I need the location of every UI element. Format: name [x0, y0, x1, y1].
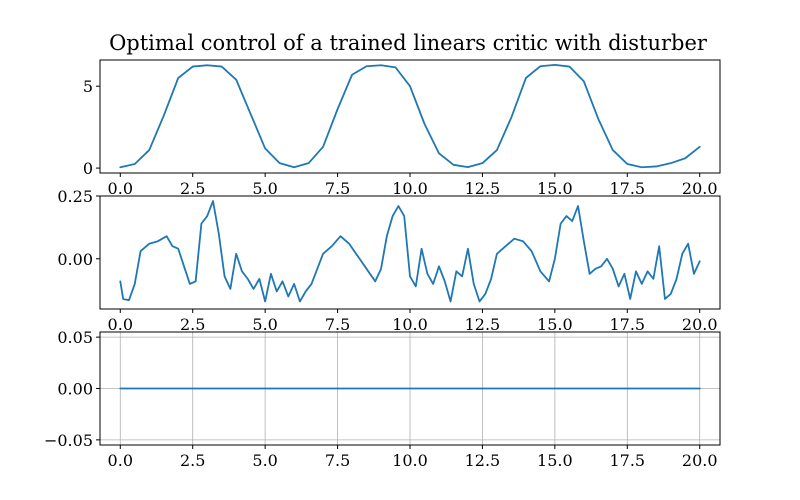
x-tick-label: 0.0 [108, 451, 133, 470]
x-tick-label: 2.5 [180, 315, 205, 334]
subplot-1: 0.0 2.5 5.0 7.5 10.0 12.5 15.0 17.5 20.0 0 5 [83, 59, 721, 198]
x-tick-label: 15.0 [537, 451, 573, 470]
subplot-3: 0.0 2.5 5.0 7.5 10.0 12.5 15.0 17.5 20.0 0.05 0.00… [44, 328, 721, 470]
axes-frame [99, 195, 721, 310]
x-tick-label: 20.0 [682, 451, 718, 470]
x-tick-label: 10.0 [392, 315, 428, 334]
x-tick-label: 12.5 [465, 451, 501, 470]
y-tick-label: 0.00 [57, 250, 93, 269]
x-tick-label: 17.5 [609, 451, 645, 470]
x-tick-label: 0.0 [108, 315, 133, 334]
x-tick-label: 20.0 [682, 315, 718, 334]
y-tick-label: −0.05 [44, 431, 93, 450]
x-tick-label: 0.0 [108, 179, 133, 198]
axes-frame [99, 59, 721, 174]
y-tick-label: 0 [83, 159, 93, 178]
x-tick-label: 15.0 [537, 179, 573, 198]
x-tick-label: 17.5 [609, 179, 645, 198]
x-tick-label: 15.0 [537, 315, 573, 334]
x-tick-label: 7.5 [325, 315, 350, 334]
x-tick-label: 5.0 [252, 315, 277, 334]
x-tick-label: 2.5 [180, 451, 205, 470]
series-line [119, 64, 701, 169]
subplot-stack: 0.0 2.5 5.0 7.5 10.0 12.5 15.0 17.5 20.0 0 5 0.0 2.5… [44, 59, 721, 470]
x-tick-label: 20.0 [682, 179, 718, 198]
x-tick-label: 12.5 [465, 179, 501, 198]
y-tick-label: 0.05 [57, 328, 93, 347]
x-tick-label: 12.5 [465, 315, 501, 334]
series-line [119, 200, 701, 303]
x-tick-label: 2.5 [180, 179, 205, 198]
y-tick-label: 0.00 [57, 380, 93, 399]
x-tick-label: 7.5 [325, 451, 350, 470]
x-tick-label: 10.0 [392, 451, 428, 470]
x-tick-label: 10.0 [392, 179, 428, 198]
subplot-2: 0.0 2.5 5.0 7.5 10.0 12.5 15.0 17.5 20.0 0.25 0.00 [57, 187, 721, 334]
x-tick-label: 5.0 [252, 179, 277, 198]
x-tick-label: 17.5 [609, 315, 645, 334]
x-tick-label: 7.5 [325, 179, 350, 198]
y-tick-label: 5 [83, 77, 93, 96]
x-tick-label: 5.0 [252, 451, 277, 470]
y-tick-label: 0.25 [57, 187, 93, 206]
chart-title: Optimal control of a trained linears cri… [109, 31, 708, 55]
